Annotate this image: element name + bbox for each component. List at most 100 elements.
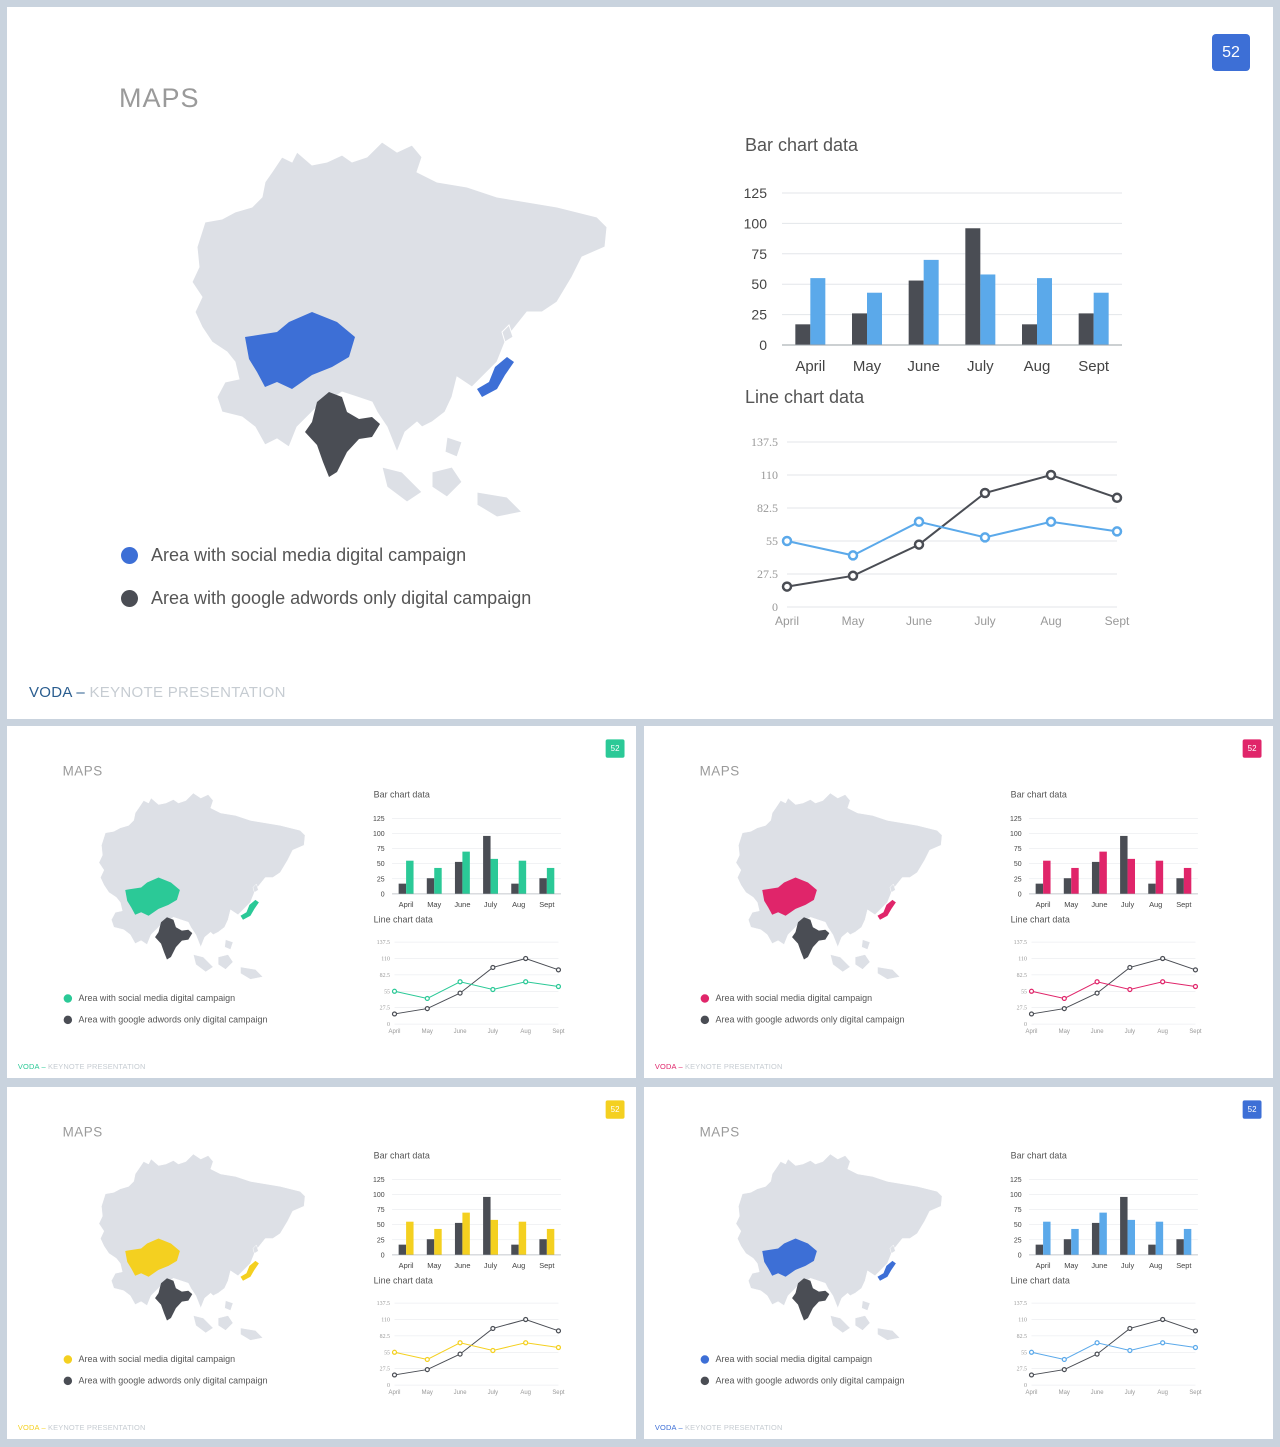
line-point <box>913 516 925 528</box>
legend-social-label: Area with social media digital campaign <box>78 993 236 1004</box>
legend-adwords-label: Area with google adwords only digital ca… <box>715 1375 905 1386</box>
central-asia-region <box>125 877 180 916</box>
line-point <box>1094 990 1100 996</box>
slide-content: 52 MAPS Area with social media digital c… <box>7 7 1273 719</box>
slide-title: MAPS <box>62 1124 103 1140</box>
line-x-tick-label: Sept <box>1189 1029 1202 1035</box>
bar-y-tick-label: 0 <box>381 891 385 898</box>
bar-mark <box>462 1212 470 1255</box>
bar-y-tick-label: 125 <box>1010 1177 1022 1184</box>
bar-x-tick-label: Sept <box>1176 1261 1192 1270</box>
line-point <box>847 550 859 561</box>
bar-chart: 0 25 50 75 100 125 April May June July Aug Sept <box>1010 816 1198 909</box>
bar-mark <box>1176 1239 1184 1255</box>
bar-x-tick-label: May <box>427 1261 441 1270</box>
line-y-tick-label: 110 <box>381 1317 390 1323</box>
footer-brand: VODA <box>17 1062 40 1071</box>
bar-mark <box>1078 313 1094 345</box>
line-y-tick-label: 137.5 <box>751 435 778 449</box>
bar-mark <box>1063 878 1072 894</box>
bar-mark <box>1148 1244 1156 1255</box>
line-series-path <box>394 1342 559 1360</box>
bar-mark <box>1155 860 1164 894</box>
bar-mark <box>1091 1222 1100 1255</box>
slide-pink: 52 MAPS Area with social media digital c… <box>644 726 1273 1078</box>
bar-chart: 0 25 50 75 100 125 April May June July Aug Sept <box>373 816 561 909</box>
bar-chart-title: Bar chart data <box>373 1150 430 1161</box>
line-series-path <box>786 520 1118 557</box>
bar-mark <box>462 851 470 894</box>
bar-mark <box>406 1221 414 1255</box>
legend-dot-social-icon <box>63 1355 73 1364</box>
line-x-tick-label: July <box>488 1029 499 1035</box>
line-point <box>391 988 398 994</box>
legend-dot-adwords-icon <box>63 1015 73 1025</box>
line-x-tick-label: July <box>1125 1029 1136 1035</box>
bar-x-tick-label: Sept <box>539 1261 555 1270</box>
asia-landmass <box>98 1153 306 1309</box>
japan-islands-outline <box>889 883 896 893</box>
line-y-tick-label: 137.5 <box>377 1301 390 1307</box>
india-region <box>792 1278 830 1321</box>
footer: VODA – KEYNOTE PRESENTATION <box>18 1062 146 1070</box>
bar-x-tick-label: April <box>1036 1261 1051 1270</box>
slide-title: MAPS <box>62 763 103 779</box>
line-y-tick-label: 27.5 <box>380 1367 390 1373</box>
asia-map <box>191 141 608 518</box>
line-point <box>1192 1328 1199 1334</box>
line-x-tick-label: Sept <box>552 1390 565 1396</box>
asia-landmass <box>735 1153 943 1309</box>
bar-x-tick-label: Aug <box>512 1261 525 1270</box>
bar-mark <box>1155 1221 1164 1255</box>
bar-chart: 0 25 50 75 100 125 April May June July Aug Sept <box>744 185 1122 375</box>
line-point <box>555 1344 562 1351</box>
legend-social: Area with social media digital campaign <box>700 993 873 1004</box>
bar-x-tick-label: July <box>1121 900 1135 909</box>
line-y-tick-label: 55 <box>766 534 778 548</box>
page-number-badge: 52 <box>1242 1100 1262 1119</box>
legend-social-label: Area with social media digital campaign <box>78 1354 236 1365</box>
slide-title: MAPS <box>699 763 740 779</box>
page-number-badge: 52 <box>605 1100 625 1119</box>
slide-title: MAPS <box>119 83 200 113</box>
line-point <box>1028 1011 1035 1017</box>
line-x-tick-label: April <box>1026 1390 1038 1396</box>
bar-x-tick-label: June <box>454 900 470 909</box>
line-point <box>979 532 991 543</box>
bar-y-tick-label: 25 <box>1014 876 1022 883</box>
bar-mark <box>1099 851 1107 894</box>
footer-brand: VODA <box>654 1062 677 1071</box>
line-x-tick-label: Aug <box>1157 1029 1168 1035</box>
line-x-tick-label: Aug <box>1040 614 1061 628</box>
line-point <box>1094 979 1100 985</box>
line-point <box>1160 955 1166 962</box>
legend-social-label: Area with social media digital campaign <box>715 993 873 1004</box>
japan-region <box>240 1260 259 1281</box>
line-point <box>555 1328 562 1334</box>
bar-y-tick-label: 125 <box>1010 816 1022 823</box>
legend-adwords: Area with google adwords only digital ca… <box>121 588 531 609</box>
slide-yellow: 52 MAPS Area with social media digital c… <box>7 1087 636 1439</box>
bar-mark <box>539 878 547 894</box>
line-point <box>457 990 463 996</box>
line-point <box>1127 986 1133 993</box>
bar-y-tick-label: 125 <box>373 816 385 823</box>
bar-mark <box>1035 883 1044 894</box>
line-y-tick-label: 27.5 <box>1017 1367 1027 1373</box>
line-chart-title: Line chart data <box>1010 914 1070 925</box>
line-point <box>490 964 496 971</box>
line-point <box>457 1351 463 1357</box>
bar-mark <box>1127 858 1136 894</box>
bar-y-tick-label: 125 <box>373 1177 385 1184</box>
line-x-tick-label: July <box>488 1390 499 1396</box>
line-y-tick-label: 0 <box>387 1383 390 1389</box>
legend-adwords-label: Area with google adwords only digital ca… <box>78 1014 268 1025</box>
line-point <box>1160 979 1166 985</box>
line-y-tick-label: 27.5 <box>1017 1006 1027 1012</box>
bar-mark <box>1127 1219 1136 1255</box>
footer-separator: – <box>39 1062 48 1071</box>
bar-mark <box>1043 1221 1051 1255</box>
footer: VODA – KEYNOTE PRESENTATION <box>655 1423 783 1431</box>
bar-x-tick-label: Sept <box>1176 900 1192 909</box>
asia-landmass <box>735 792 943 948</box>
